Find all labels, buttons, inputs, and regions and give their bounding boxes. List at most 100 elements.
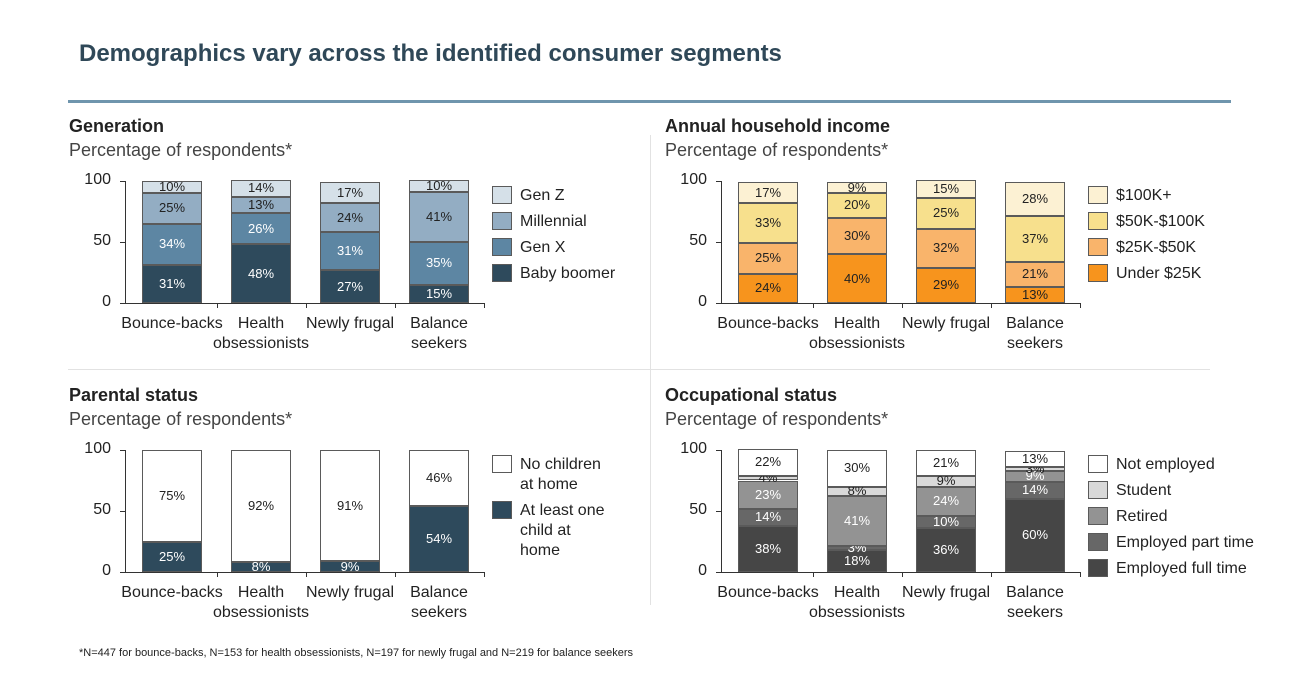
bar-segment xyxy=(916,198,976,229)
panel-subtitle: Percentage of respondents* xyxy=(665,140,889,160)
panel-subtitle: Percentage of respondents* xyxy=(69,140,293,160)
bar-segment xyxy=(827,496,887,547)
data-label: 14% xyxy=(247,180,275,196)
data-label: 9% xyxy=(936,473,956,489)
legend-swatch xyxy=(1088,264,1108,282)
legend-label: At least one child at home xyxy=(520,502,605,559)
legend-item: Gen X xyxy=(492,238,662,258)
data-label: 40% xyxy=(843,270,871,286)
data-label: 13% xyxy=(1021,287,1049,303)
divider xyxy=(650,135,651,605)
data-label: 38% xyxy=(754,540,782,556)
legend-swatch xyxy=(1088,533,1108,551)
x-tick-label: Bounce-backs xyxy=(121,584,223,601)
data-label: 92% xyxy=(247,498,275,514)
x-tick-label: Bounce-backs xyxy=(121,315,223,332)
panel-title: Generation xyxy=(69,116,165,136)
y-axis xyxy=(721,181,722,303)
legend-item: $25K-$50K xyxy=(1088,238,1258,258)
bar-segment xyxy=(1005,481,1065,499)
bar-segment xyxy=(916,267,976,303)
data-label: 28% xyxy=(1021,191,1049,207)
data-label: 30% xyxy=(843,460,871,476)
y-tick-label: 0 xyxy=(102,562,111,579)
data-label: 23% xyxy=(754,486,782,502)
x-tick-label: Health obsessionists xyxy=(808,584,906,621)
bar-segment xyxy=(738,508,798,526)
x-axis xyxy=(125,572,485,573)
data-label: 8% xyxy=(847,483,867,499)
legend-swatch xyxy=(492,238,512,256)
data-label: 41% xyxy=(843,513,871,529)
tick-mark xyxy=(120,303,125,304)
panel-title: Annual household income xyxy=(665,116,891,136)
legend-item: Baby boomer xyxy=(492,264,662,284)
legend-label: $100K+ xyxy=(1116,187,1172,204)
y-tick-label: 100 xyxy=(84,171,111,188)
bar-segment xyxy=(827,217,887,255)
legend-label: Gen X xyxy=(520,239,566,256)
x-tick-mark xyxy=(305,303,307,308)
data-label: 25% xyxy=(158,200,186,216)
legend-item: $100K+ xyxy=(1088,186,1258,206)
data-label: 35% xyxy=(425,255,453,271)
x-tick-mark xyxy=(990,303,992,308)
legend: Gen Z Millennial Gen X Baby boomer xyxy=(492,186,662,284)
bar-segment xyxy=(142,541,202,572)
legend-swatch xyxy=(492,212,512,230)
x-tick-mark xyxy=(305,572,307,577)
data-label: 34% xyxy=(158,236,186,252)
bar-segment xyxy=(231,450,291,563)
data-label: 9% xyxy=(847,179,867,195)
x-tick-label: Health obsessionists xyxy=(212,315,310,352)
legend-label: Retired xyxy=(1116,508,1168,525)
y-tick-label: 100 xyxy=(84,440,111,457)
x-tick-label: Bounce-backs xyxy=(717,315,819,332)
panel-title: Occupational status xyxy=(665,385,838,405)
legend-label: Not employed xyxy=(1116,456,1215,473)
data-label: 31% xyxy=(158,276,186,292)
legend-item: Employed part time xyxy=(1088,533,1258,553)
tick-mark xyxy=(716,450,721,451)
legend-label: Employed full time xyxy=(1116,560,1247,577)
data-label: 37% xyxy=(1021,230,1049,246)
data-label: 75% xyxy=(158,487,186,503)
y-tick-label: 0 xyxy=(698,562,707,579)
y-tick-label: 100 xyxy=(680,440,707,457)
x-tick-mark xyxy=(483,572,485,577)
legend-swatch xyxy=(1088,238,1108,256)
legend-swatch xyxy=(492,455,512,473)
x-tick-label: Bounce-backs xyxy=(717,584,819,601)
data-label: 24% xyxy=(336,209,364,225)
legend-swatch xyxy=(1088,559,1108,577)
tick-mark xyxy=(716,572,721,573)
panel-subtitle: Percentage of respondents* xyxy=(69,409,293,429)
data-label: 29% xyxy=(932,277,960,293)
x-tick-label: Newly frugal xyxy=(305,315,395,332)
bar-segment xyxy=(738,448,798,476)
legend-swatch xyxy=(492,186,512,204)
divider xyxy=(68,369,1210,370)
footnote: *N=447 for bounce-backs, N=153 for healt… xyxy=(79,647,633,659)
legend-swatch xyxy=(1088,186,1108,204)
bar-segment xyxy=(320,182,380,203)
bar-segment xyxy=(142,450,202,542)
legend-swatch xyxy=(1088,481,1108,499)
data-label: 25% xyxy=(158,548,186,564)
data-label: 18% xyxy=(843,553,871,569)
data-label: 46% xyxy=(425,470,453,486)
legend-swatch xyxy=(492,264,512,282)
data-label: 54% xyxy=(425,531,453,547)
bar-segment xyxy=(827,182,887,194)
y-axis xyxy=(125,450,126,572)
bar-segment xyxy=(320,450,380,562)
legend: No children at home At least one child at… xyxy=(492,455,612,561)
bar-segment xyxy=(827,550,887,572)
bar-segment xyxy=(916,179,976,199)
data-label: 31% xyxy=(336,243,364,259)
tick-mark xyxy=(716,303,721,304)
bar-segment xyxy=(231,562,291,572)
data-label: 13% xyxy=(247,196,275,212)
tick-mark xyxy=(716,242,721,243)
x-tick-mark xyxy=(216,572,218,577)
